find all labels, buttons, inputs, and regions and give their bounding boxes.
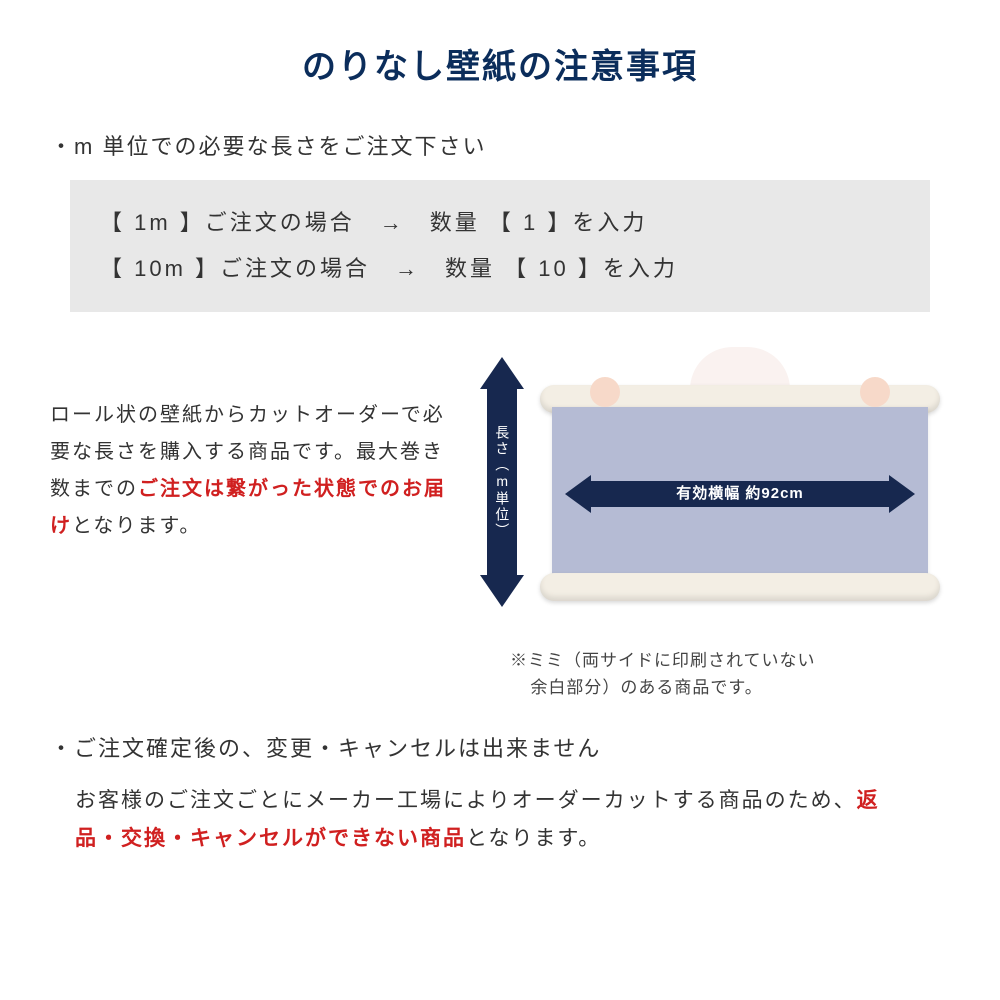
arrow-down-icon [480,575,524,607]
order-example-box: 【 1m 】ご注文の場合 → 数量 【 1 】を入力 【 10m 】ご注文の場合… [70,180,930,312]
hand-left [590,377,620,407]
diagram-area: 長さ（m単位） 有効横幅 約92cm [465,347,950,627]
mimi-note: ※ミミ（両サイドに印刷されていない 余白部分）のある商品です。 [50,647,950,701]
note-line-2: 余白部分）のある商品です。 [510,674,763,701]
bullet-no-cancel: ・ご注文確定後の、変更・キャンセルは出来ません [50,731,950,766]
para2-text-1: お客様のご注文ごとにメーカー工場によりオーダーカットする商品のため、 [75,789,857,812]
desc-text-2: となります。 [72,515,201,537]
hand-right [860,377,890,407]
vertical-arrow-label: 長さ（m単位） [487,389,517,575]
arrow-left-icon [565,475,591,513]
roll-bottom-tube [540,573,940,601]
para2-text-2: となります。 [466,827,601,850]
horizontal-arrow-label: 有効横幅 約92cm [591,481,889,507]
arrow-right-icon [889,475,915,513]
bullet-order-unit: ・m 単位での必要な長さをご注文下さい [50,129,950,164]
note-line-1: ※ミミ（両サイドに印刷されていない [510,651,816,670]
vertical-length-arrow: 長さ（m単位） [477,357,527,607]
horizontal-width-arrow: 有効横幅 約92cm [565,475,915,513]
mid-section: ロール状の壁紙からカットオーダーで必要な長さを購入する商品です。最大巻き数までの… [50,347,950,627]
example-line-1: 【 1m 】ご注文の場合 → 数量 【 1 】を入力 [100,200,900,246]
no-cancel-paragraph: お客様のご注文ごとにメーカー工場によりオーダーカットする商品のため、返品・交換・… [50,782,950,860]
roll-description: ロール状の壁紙からカットオーダーで必要な長さを購入する商品です。最大巻き数までの… [50,347,450,627]
wallpaper-roll-figure: 有効横幅 約92cm [540,347,940,607]
arrow-up-icon [480,357,524,389]
page-title: のりなし壁紙の注意事項 [50,40,950,94]
example-line-2: 【 10m 】ご注文の場合 → 数量 【 10 】を入力 [100,246,900,292]
